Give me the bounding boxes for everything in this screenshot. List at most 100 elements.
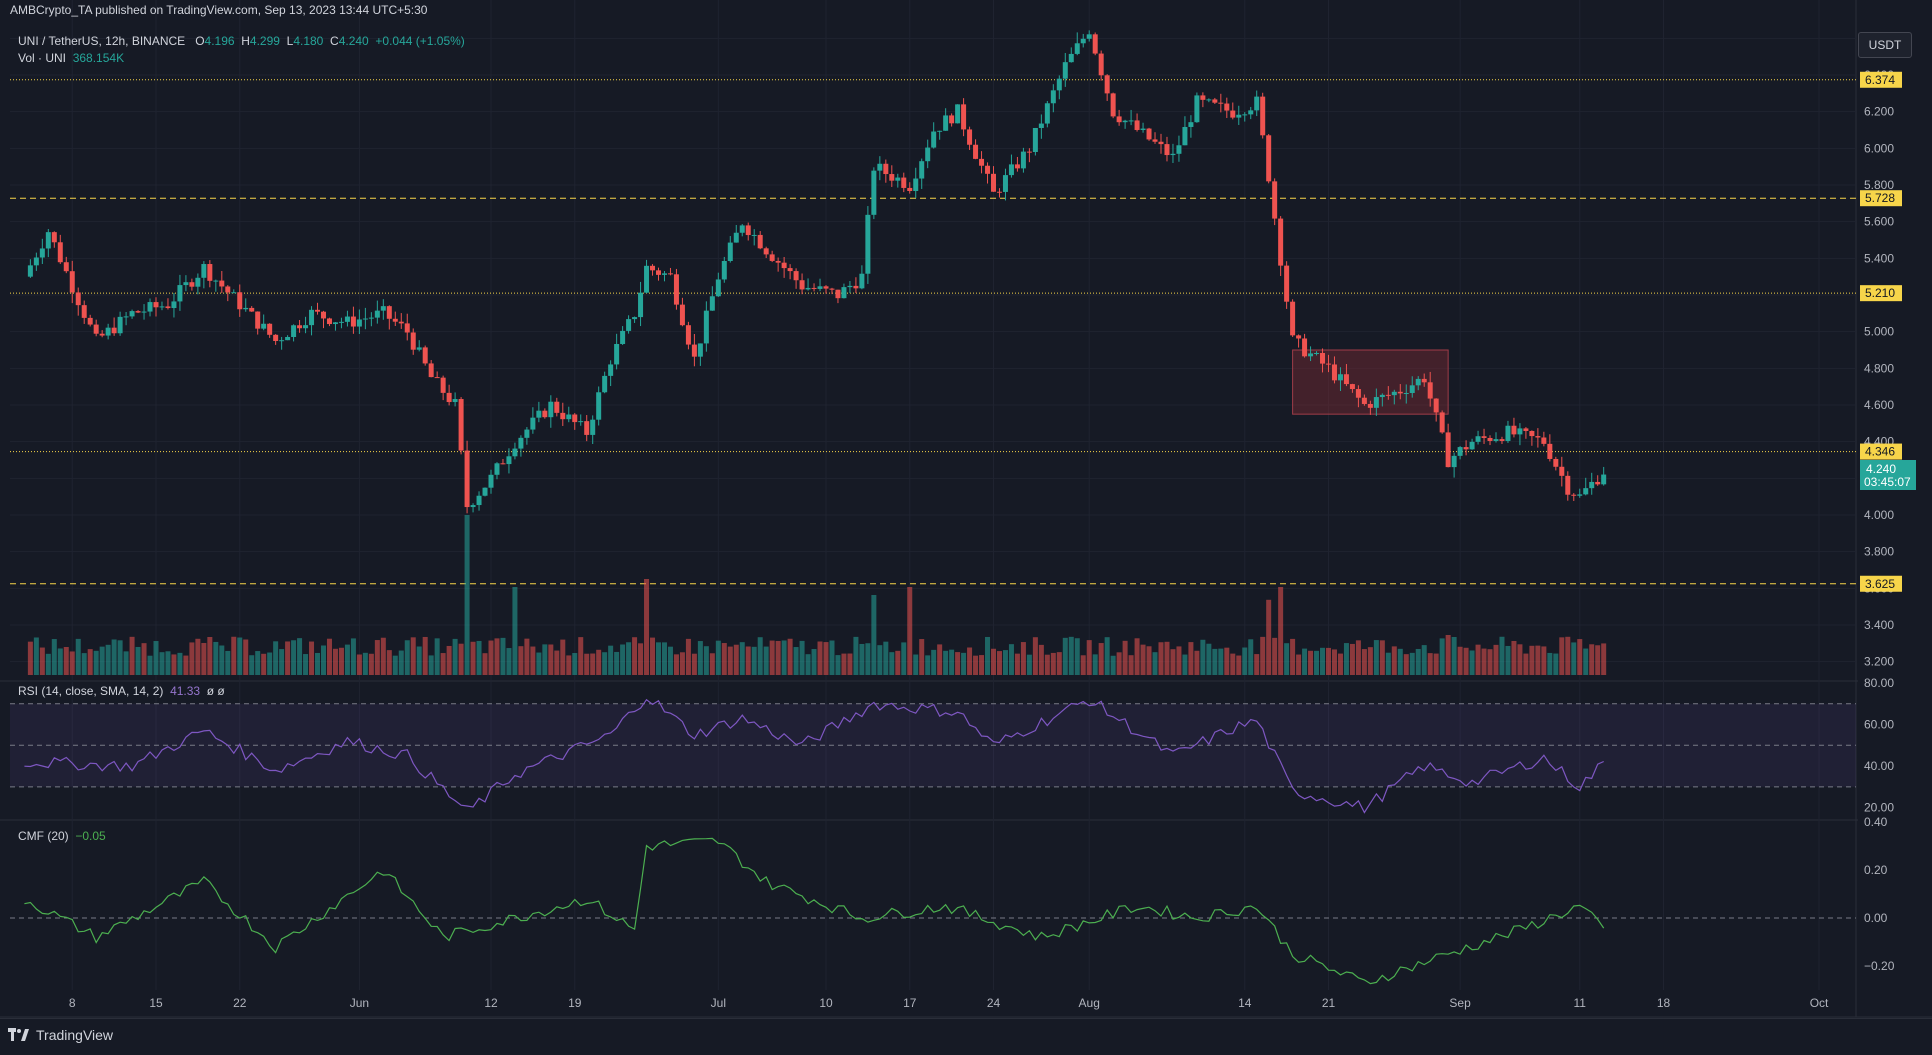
- candle-body: [1326, 363, 1331, 365]
- last-price-label: 4.240: [1866, 462, 1896, 476]
- symbol-name[interactable]: UNI / TetherUS, 12h, BINANCE: [18, 34, 186, 48]
- candle-body: [1200, 95, 1206, 100]
- volume-bar: [721, 643, 727, 675]
- candle-body: [1014, 164, 1020, 169]
- volume-bar: [1577, 639, 1583, 675]
- volume-bar: [751, 646, 757, 675]
- cmf-label[interactable]: CMF (20): [18, 829, 69, 843]
- volume-bar: [697, 641, 703, 675]
- price-tick-label: 3.400: [1864, 618, 1894, 632]
- rsi-tick-label: 80.00: [1864, 676, 1894, 690]
- volume-bar: [159, 652, 165, 675]
- volume-bar: [1020, 642, 1026, 675]
- rsi-legend: RSI (14, close, SMA, 14, 2) 41.33 ø ø: [18, 684, 225, 698]
- candle-body: [1266, 135, 1272, 182]
- rsi-label[interactable]: RSI (14, close, SMA, 14, 2): [18, 684, 164, 698]
- time-tick-label: Jun: [350, 996, 369, 1010]
- volume-bar: [1349, 643, 1355, 675]
- candle-body: [859, 273, 865, 289]
- volume-bar: [578, 637, 584, 675]
- volume-bar: [261, 653, 267, 675]
- volume-bar: [1517, 644, 1523, 675]
- volume-bar: [1493, 644, 1499, 675]
- volume-bar: [996, 651, 1002, 675]
- candle-body: [961, 104, 967, 130]
- volume-bar: [1068, 636, 1074, 675]
- volume-bar: [1415, 648, 1421, 675]
- volume-bar: [428, 655, 434, 675]
- candle-body: [656, 270, 661, 275]
- volume-bar: [1032, 637, 1038, 675]
- candle-body: [1140, 128, 1146, 130]
- price-tick-label: 5.000: [1864, 325, 1894, 339]
- volume-bar: [273, 641, 279, 675]
- volume-bar: [147, 655, 153, 675]
- volume-label[interactable]: Vol · UNI: [18, 51, 67, 65]
- candle-body: [650, 265, 656, 271]
- volume-bar: [973, 655, 979, 675]
- candles: [27, 30, 1607, 514]
- volume-bar: [350, 638, 356, 675]
- candle-body: [1056, 78, 1062, 91]
- volume-bar: [841, 653, 847, 675]
- candle-body: [380, 306, 386, 311]
- candle-body: [1487, 437, 1493, 441]
- volume-bar: [1457, 646, 1463, 675]
- volume-bar: [1481, 648, 1487, 675]
- candle-body: [925, 147, 931, 162]
- candle-body: [219, 280, 225, 287]
- time-tick-label: 17: [903, 996, 917, 1010]
- high-value: 4.299: [249, 34, 280, 48]
- candle-body: [835, 289, 841, 299]
- volume-bar: [1469, 650, 1475, 675]
- candle-body: [231, 292, 237, 294]
- volume-bar: [1254, 654, 1260, 675]
- volume-bar: [985, 636, 991, 675]
- candle-body: [1565, 475, 1571, 495]
- candle-body: [1158, 141, 1164, 145]
- candle-body: [1152, 139, 1158, 142]
- volume-bar: [69, 651, 75, 675]
- price-tick-label: 5.400: [1864, 251, 1894, 265]
- candle-body: [1002, 175, 1008, 192]
- grid-lines: [0, 0, 1932, 1018]
- level-tag: [1860, 285, 1902, 302]
- volume-bar: [1080, 655, 1086, 675]
- volume-bar: [171, 654, 177, 675]
- candle-body: [1248, 110, 1254, 115]
- volume-bar: [303, 654, 309, 675]
- horizontal-levels: [10, 79, 1856, 585]
- candle-body: [356, 319, 362, 327]
- price-tick-label: 4.800: [1864, 361, 1894, 375]
- candle-body: [1559, 466, 1565, 476]
- volume-bar: [781, 640, 787, 675]
- close-value: 4.240: [338, 34, 369, 48]
- candle-body: [1469, 441, 1475, 450]
- tradingview-logo-icon: [8, 1028, 29, 1041]
- candle-body: [799, 280, 805, 290]
- volume-bar: [518, 646, 524, 675]
- volume-bar: [1008, 644, 1014, 675]
- level-tag: [1860, 71, 1902, 88]
- volume-bar: [1320, 647, 1326, 675]
- candle-body: [488, 474, 494, 488]
- volume-bar: [81, 653, 87, 675]
- tradingview-brand[interactable]: TradingView: [8, 1027, 113, 1043]
- candle-body: [614, 343, 620, 365]
- candle-body: [195, 277, 201, 287]
- candle-body: [596, 392, 602, 420]
- candle-body: [201, 264, 207, 278]
- price-tick-label: 5.800: [1864, 178, 1894, 192]
- volume-bar: [709, 653, 715, 675]
- candle-body: [1080, 38, 1086, 44]
- candle-body: [883, 163, 889, 175]
- volume-bar: [661, 642, 667, 675]
- candle-body: [297, 325, 303, 329]
- candle-body: [500, 463, 506, 465]
- candle-body: [566, 414, 572, 420]
- currency-button[interactable]: USDT: [1858, 32, 1912, 58]
- candle-body: [1547, 443, 1553, 459]
- candle-body: [1224, 103, 1230, 111]
- volume-bar: [620, 644, 626, 675]
